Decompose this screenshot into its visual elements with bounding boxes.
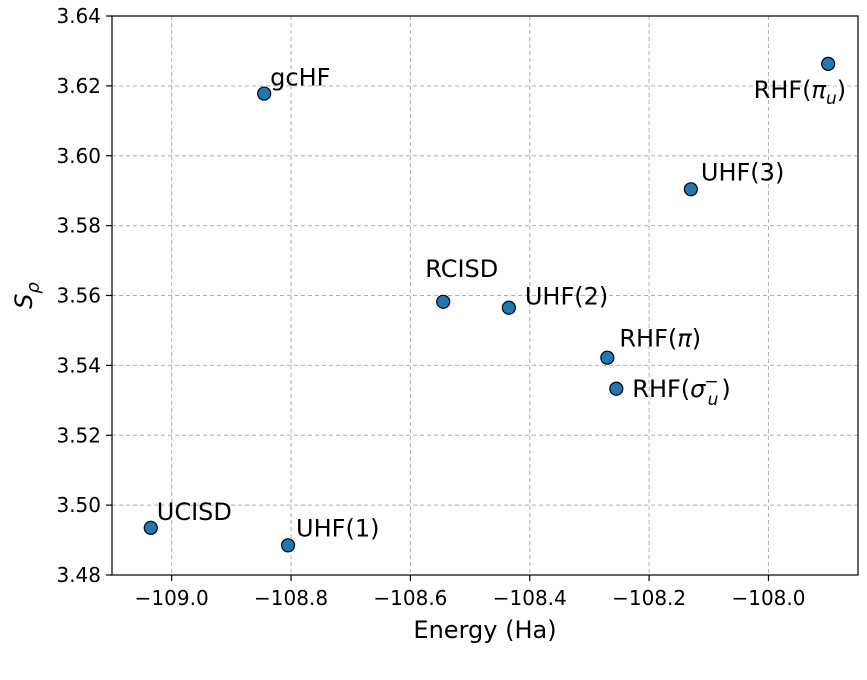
grid	[112, 15, 858, 576]
x-tick-label: −108.6	[373, 586, 447, 610]
point-label: RHF(πu)	[754, 76, 847, 109]
y-tick-label: 3.50	[56, 493, 101, 517]
x-tick-label: −109.0	[135, 586, 209, 610]
y-tick-label: 3.62	[56, 74, 101, 98]
x-tick-label: −108.2	[612, 586, 686, 610]
point-label: gcHF	[270, 64, 330, 92]
x-tick-label: −108.8	[254, 586, 328, 610]
y-tick-label: 3.54	[56, 353, 101, 377]
x-tick-label: −108.0	[731, 586, 805, 610]
point-label: RHF(π)	[619, 325, 701, 353]
point-label: RHF(σ− u)	[632, 372, 731, 410]
data-point	[257, 86, 272, 101]
data-point	[436, 294, 451, 309]
data-point	[280, 538, 296, 553]
y-tick-label: 3.56	[56, 284, 101, 308]
data-points	[143, 56, 836, 553]
axis-ticks: −109.0 −108.8 −108.6 −108.4 −108.2 −108.0 3.48…	[56, 4, 805, 610]
data-point	[821, 56, 836, 71]
y-tick-label: 3.52	[56, 423, 101, 447]
point-label: UCISD	[157, 498, 232, 526]
data-point	[683, 182, 698, 197]
point-label: UHF(1)	[296, 514, 379, 542]
point-label: UHF(2)	[525, 283, 608, 311]
y-tick-label: 3.58	[56, 214, 101, 238]
point-label: RCISD	[425, 255, 498, 283]
point-labels: gcHF RHF(πu) UHF(3) RCISD UHF(2) RHF(π) RHF(σ−…	[157, 64, 846, 543]
y-tick-label: 3.60	[56, 144, 101, 168]
data-point	[600, 350, 615, 365]
data-point	[143, 520, 158, 535]
data-point	[609, 381, 624, 396]
y-axis-label: Sρ	[10, 282, 44, 309]
x-tick-label: −108.4	[493, 586, 567, 610]
x-axis-label: Energy (Ha)	[413, 616, 556, 644]
plot-area-frame	[111, 15, 859, 576]
y-tick-label: 3.64	[56, 4, 101, 28]
data-point	[501, 300, 516, 315]
y-tick-label: 3.48	[56, 563, 101, 587]
point-label: UHF(3)	[701, 158, 784, 186]
